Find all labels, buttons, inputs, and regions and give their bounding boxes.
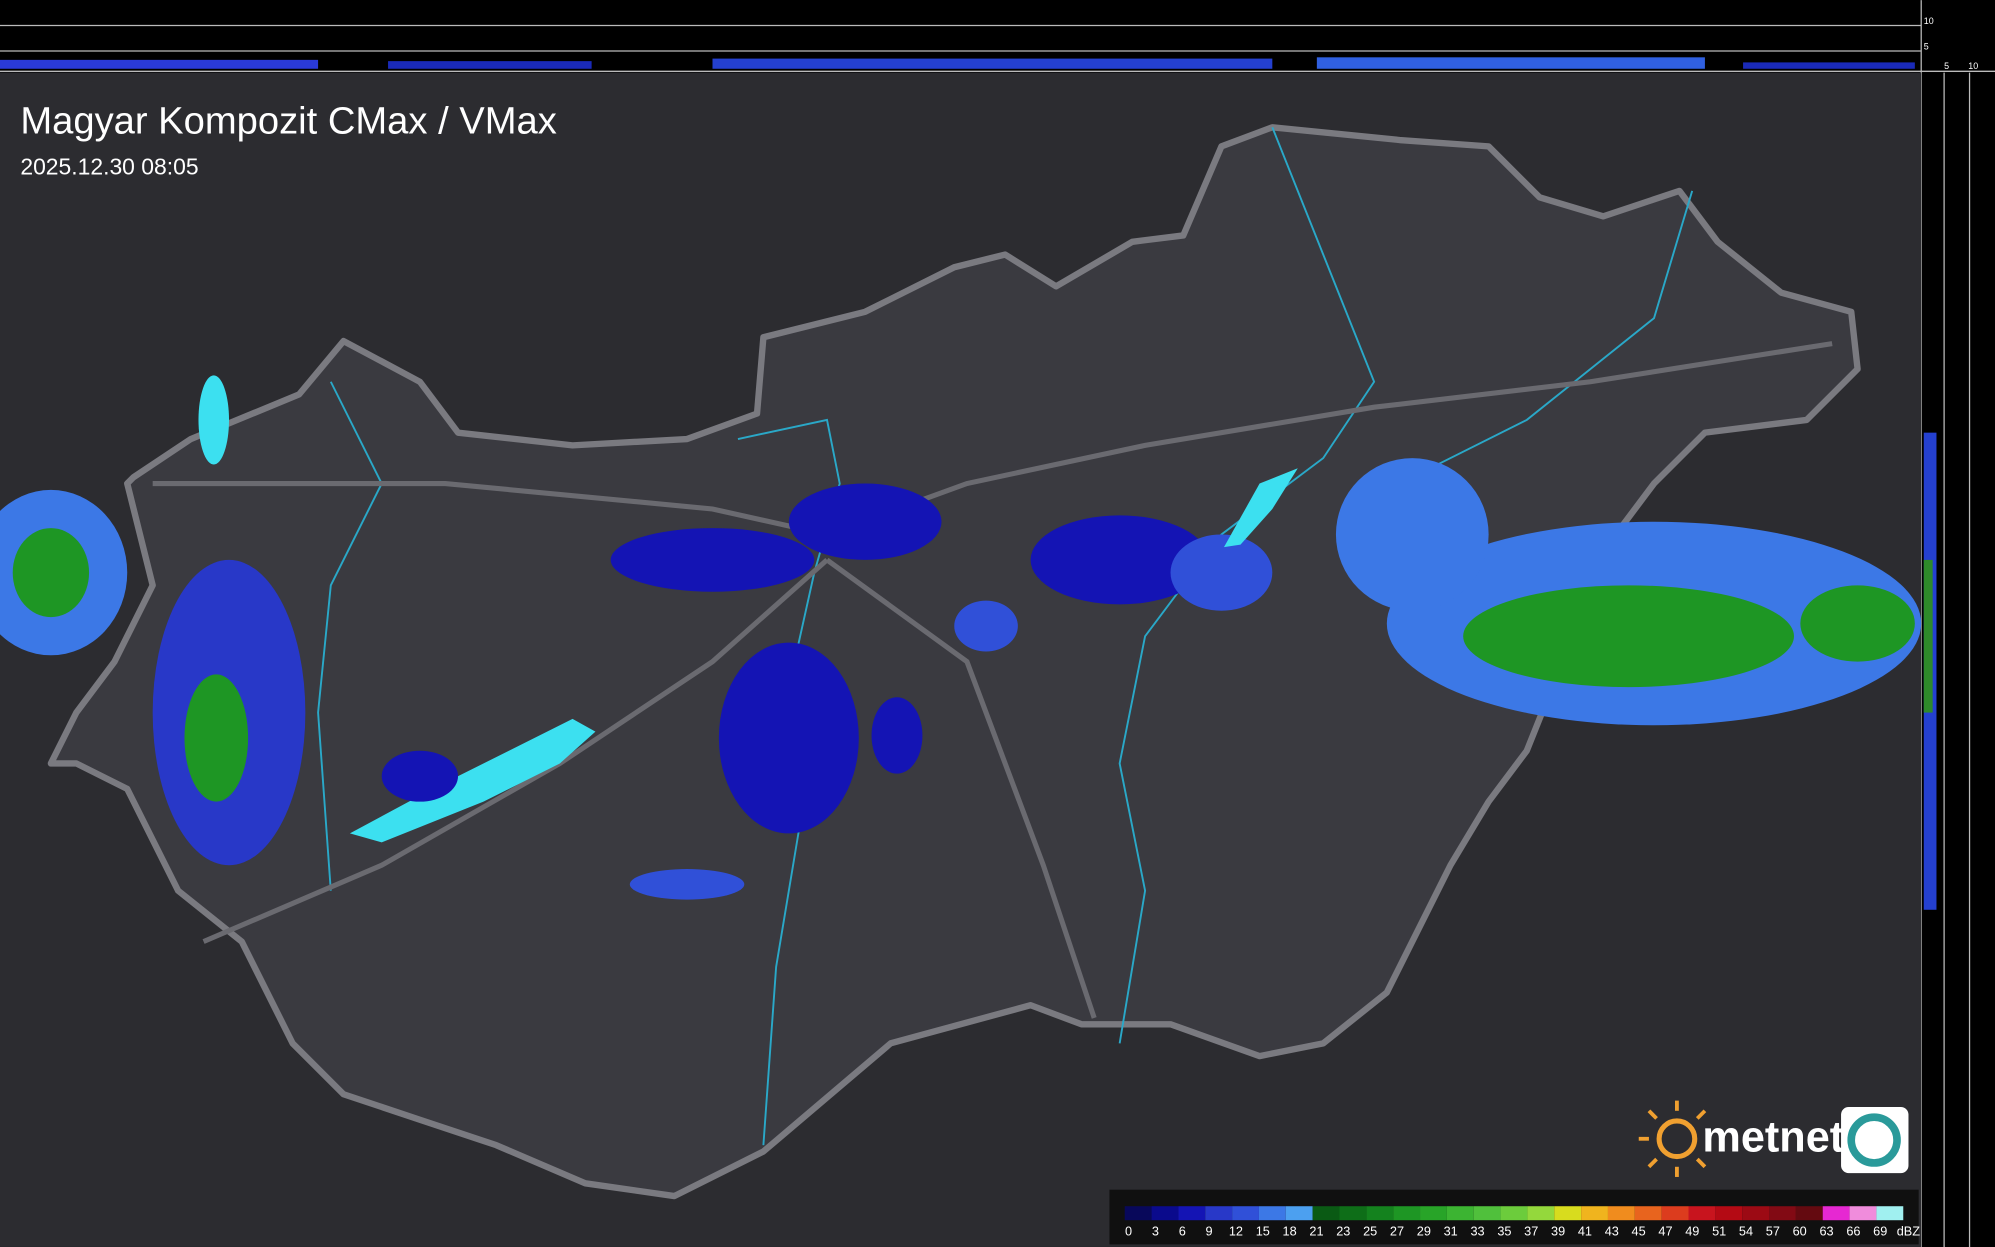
legend-label: 31 bbox=[1444, 1223, 1458, 1238]
legend-swatch bbox=[1258, 1206, 1286, 1221]
legend-swatch bbox=[1285, 1206, 1313, 1221]
legend-swatch bbox=[1178, 1206, 1206, 1221]
legend-swatch bbox=[1420, 1206, 1447, 1221]
legend-swatch bbox=[1822, 1206, 1850, 1221]
legend-label: 49 bbox=[1685, 1223, 1699, 1238]
legend-swatch bbox=[1634, 1206, 1662, 1221]
side-scale: 10 5 5 10 bbox=[1924, 16, 1978, 71]
legend-label: 47 bbox=[1658, 1223, 1672, 1238]
logo: metnet bbox=[1638, 1100, 1909, 1177]
legend-swatch bbox=[1232, 1206, 1259, 1221]
legend-label: 41 bbox=[1578, 1223, 1592, 1238]
legend-label: 54 bbox=[1739, 1223, 1753, 1238]
legend-swatch bbox=[1339, 1206, 1367, 1221]
legend-label: 66 bbox=[1846, 1223, 1860, 1238]
scale-label: 10 bbox=[1924, 16, 1934, 26]
legend-swatch bbox=[1715, 1206, 1743, 1221]
legend-label: 33 bbox=[1470, 1223, 1484, 1238]
logo-brand: metnet bbox=[1702, 1114, 1844, 1162]
legend-swatch bbox=[1554, 1206, 1582, 1221]
legend-swatch bbox=[1393, 1206, 1421, 1221]
legend-swatch bbox=[1607, 1206, 1635, 1221]
legend-swatch bbox=[1581, 1206, 1608, 1221]
legend-label: 63 bbox=[1819, 1223, 1833, 1238]
legend-label: 25 bbox=[1363, 1223, 1377, 1238]
precipitation bbox=[0, 375, 1922, 900]
legend-swatch bbox=[1769, 1206, 1796, 1221]
legend-swatch bbox=[1742, 1206, 1770, 1221]
legend-label: 9 bbox=[1206, 1223, 1213, 1238]
legend-label: 57 bbox=[1766, 1223, 1780, 1238]
legend-label: 0 bbox=[1125, 1223, 1132, 1238]
legend-swatch bbox=[1366, 1206, 1394, 1221]
legend-swatch bbox=[1876, 1206, 1904, 1221]
top-profile bbox=[0, 24, 1995, 72]
legend: 0 3 6 9 12 15 18 21 23 25 27 29 31 33 35 37 39 41 43 45 47 49… bbox=[1124, 1206, 1921, 1238]
scale-label: 10 bbox=[1968, 61, 1978, 71]
legend-label: 51 bbox=[1712, 1223, 1726, 1238]
legend-unit: dBZ bbox=[1897, 1223, 1921, 1238]
legend-label: 3 bbox=[1152, 1223, 1159, 1238]
title: Magyar Kompozit CMax / VMax bbox=[20, 100, 556, 143]
scale-label: 5 bbox=[1944, 61, 1949, 71]
legend-label: 29 bbox=[1417, 1223, 1431, 1238]
country-area bbox=[47, 124, 1861, 1200]
legend-swatch bbox=[1312, 1206, 1340, 1221]
legend-label: 27 bbox=[1390, 1223, 1404, 1238]
legend-label: 45 bbox=[1632, 1223, 1646, 1238]
legend-swatch bbox=[1446, 1206, 1474, 1221]
timestamp: 2025.12.30 08:05 bbox=[20, 153, 198, 179]
legend-label: 6 bbox=[1179, 1223, 1186, 1238]
legend-label: 43 bbox=[1605, 1223, 1619, 1238]
legend-swatch bbox=[1849, 1206, 1877, 1221]
legend-swatch bbox=[1124, 1206, 1152, 1221]
legend-swatch bbox=[1527, 1206, 1555, 1221]
legend-label: 35 bbox=[1497, 1223, 1511, 1238]
legend-swatch bbox=[1473, 1206, 1501, 1221]
legend-label: 60 bbox=[1793, 1223, 1807, 1238]
legend-label: 12 bbox=[1229, 1223, 1243, 1238]
legend-swatch bbox=[1205, 1206, 1233, 1221]
legend-swatch bbox=[1661, 1206, 1689, 1221]
legend-label: 18 bbox=[1283, 1223, 1297, 1238]
legend-swatch bbox=[1795, 1206, 1823, 1221]
legend-label: 21 bbox=[1309, 1223, 1323, 1238]
legend-label: 37 bbox=[1524, 1223, 1538, 1238]
legend-label: 39 bbox=[1551, 1223, 1565, 1238]
legend-swatch bbox=[1500, 1206, 1528, 1221]
legend-label: 23 bbox=[1336, 1223, 1350, 1238]
legend-label: 15 bbox=[1256, 1223, 1270, 1238]
scale-label: 5 bbox=[1924, 42, 1929, 52]
legend-swatch bbox=[1151, 1206, 1179, 1221]
legend-swatch bbox=[1688, 1206, 1716, 1221]
legend-label: 69 bbox=[1873, 1223, 1887, 1238]
